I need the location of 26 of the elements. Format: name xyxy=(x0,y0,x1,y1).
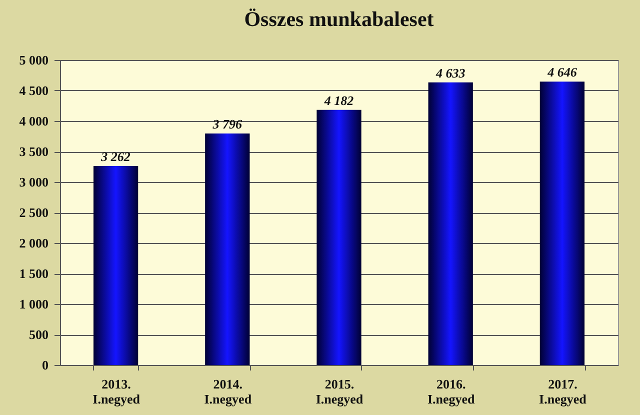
y-tick-label: 1 000 xyxy=(19,296,48,312)
bar xyxy=(540,82,585,365)
x-tick-label: 2016. I.negyed xyxy=(427,376,476,406)
bar xyxy=(428,82,473,365)
y-tick-label: 0 xyxy=(42,358,48,372)
y-tick-label: 4 000 xyxy=(19,114,48,128)
y-tick-label: 2 000 xyxy=(19,236,48,250)
y-tick-label: 500 xyxy=(29,327,48,342)
y-tick-label: 4 500 xyxy=(19,83,48,98)
y-tick-label: 5 000 xyxy=(19,52,48,68)
bar xyxy=(93,166,138,365)
chart-title: Összes munkabaleset xyxy=(244,7,434,31)
x-tick-label: 2017. I.negyed xyxy=(539,376,588,406)
data-label: 4 182 xyxy=(323,92,354,108)
data-label: 3 262 xyxy=(100,149,131,164)
bar xyxy=(316,110,362,365)
y-tick-label: 1 500 xyxy=(19,266,48,281)
data-label: 4 646 xyxy=(546,64,578,80)
x-tick-label: 2014. I.negyed xyxy=(204,376,252,406)
y-tick-label: 3 500 xyxy=(19,144,48,159)
bar xyxy=(205,133,250,365)
x-tick-label: 2013. I.negyed xyxy=(92,376,141,406)
y-tick-label: 3 000 xyxy=(19,174,48,190)
x-tick-label: 2015. I.negyed xyxy=(316,376,364,406)
data-label: 4 633 xyxy=(434,65,466,80)
y-tick-label: 2 500 xyxy=(19,205,48,220)
